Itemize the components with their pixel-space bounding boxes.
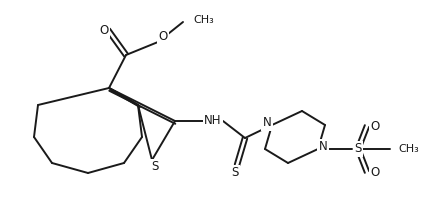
Text: NH: NH bbox=[204, 114, 222, 128]
Text: CH₃: CH₃ bbox=[193, 15, 214, 25]
Text: O: O bbox=[158, 31, 167, 43]
Text: S: S bbox=[231, 166, 239, 180]
Text: S: S bbox=[354, 143, 362, 155]
Text: S: S bbox=[151, 161, 159, 173]
Text: O: O bbox=[99, 23, 109, 37]
Text: CH₃: CH₃ bbox=[398, 144, 419, 154]
Text: N: N bbox=[319, 141, 327, 153]
Text: O: O bbox=[370, 165, 380, 178]
Text: O: O bbox=[370, 120, 380, 133]
Text: N: N bbox=[262, 116, 271, 130]
